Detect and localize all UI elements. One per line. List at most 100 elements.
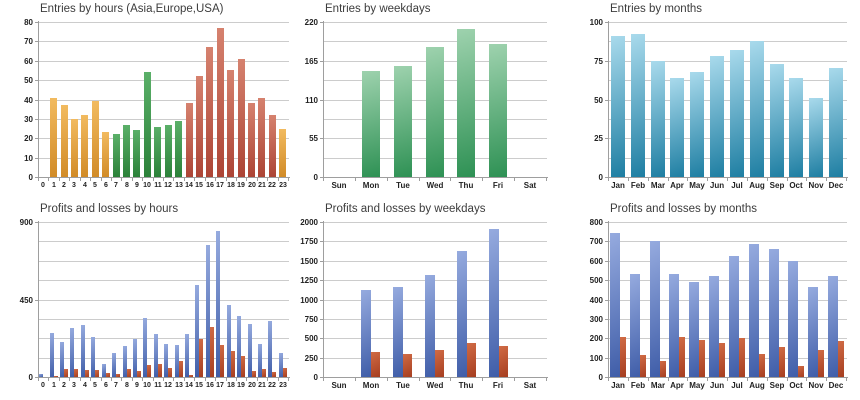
bar-entries <box>730 50 744 177</box>
x-tick-label: Wed <box>426 181 444 190</box>
bar-losses <box>168 368 172 377</box>
x-tick-label: Thu <box>458 181 474 190</box>
bar-losses <box>241 356 245 377</box>
bar-entries <box>92 101 99 177</box>
bar-losses <box>210 327 214 377</box>
y-tick <box>605 358 608 359</box>
x-tick <box>163 178 164 181</box>
x-tick <box>767 178 768 181</box>
x-tick <box>132 178 133 181</box>
x-tick-label: 5 <box>93 382 97 389</box>
plot-area: 0 55 110 165 220 Sun Mon Tue Wed Thu Fri Sat <box>287 0 574 200</box>
bar-profits <box>258 344 262 377</box>
bar-losses <box>283 368 287 377</box>
x-tick-label: Mon <box>362 381 380 390</box>
bar-profits <box>175 345 179 377</box>
x-tick-label: 11 <box>154 182 162 189</box>
y-tick <box>35 80 38 81</box>
x-tick-label: 22 <box>268 182 276 189</box>
bar-entries <box>113 134 120 177</box>
gridline <box>609 100 847 101</box>
x-tick <box>59 178 60 181</box>
x-tick <box>226 378 227 381</box>
gridline <box>324 222 547 223</box>
x-tick <box>707 378 708 381</box>
bar-entries <box>81 115 88 177</box>
chart-profits-losses-by-weekdays: Profits and losses by weekdays 0 250 500 75… <box>287 200 574 400</box>
chart-title: Entries by weekdays <box>325 3 431 15</box>
bar-entries <box>102 132 109 177</box>
x-tick <box>184 378 185 381</box>
bar-profits <box>689 282 699 377</box>
gridline <box>39 22 289 23</box>
x-tick-label: 12 <box>164 382 172 389</box>
bar-losses <box>116 374 120 377</box>
bar-profits <box>489 229 499 377</box>
gridline <box>39 319 289 320</box>
x-axis-line <box>608 177 848 178</box>
y-tick-label: 40 <box>24 96 33 105</box>
x-tick-label: Wed <box>426 381 444 390</box>
bar-profits <box>425 275 435 377</box>
gridline <box>39 80 289 81</box>
y-tick <box>35 300 38 301</box>
gridline <box>609 241 847 242</box>
x-tick-label: Feb <box>630 181 646 190</box>
gridline <box>609 158 847 159</box>
y-axis-line <box>608 221 609 378</box>
x-tick <box>184 178 185 181</box>
x-tick-label: Sun <box>331 181 347 190</box>
x-tick <box>787 378 788 381</box>
x-tick <box>482 178 483 181</box>
bar-entries <box>394 66 412 177</box>
x-tick-label: Jul <box>731 381 743 390</box>
bar-profits <box>70 328 74 377</box>
y-tick <box>320 61 323 62</box>
x-tick-label: 20 <box>248 182 256 189</box>
y-tick-label: 55 <box>309 134 318 143</box>
plot-area: 0 450 900 0 1 2 3 4 5 6 7 8 9 10 11 12 13 14 15 16 17 18 19 20 2… <box>0 200 290 400</box>
x-tick <box>257 178 258 181</box>
plot-area: 0 10 20 30 40 50 60 70 80 0 1 2 3 4 5 6 7 8 9 10 11 12 13 14 15 1… <box>0 0 290 200</box>
x-tick <box>80 378 81 381</box>
bar-entries <box>154 127 161 177</box>
x-tick <box>267 378 268 381</box>
x-tick <box>323 378 324 381</box>
x-tick <box>163 378 164 381</box>
x-tick-label: 6 <box>104 182 108 189</box>
bar-profits <box>81 325 85 377</box>
x-tick <box>111 378 112 381</box>
bar-entries <box>809 98 823 177</box>
x-tick-label: 19 <box>237 182 245 189</box>
x-tick-label: 22 <box>268 382 276 389</box>
y-tick <box>35 377 38 378</box>
x-tick <box>101 378 102 381</box>
x-tick <box>668 378 669 381</box>
chart-entries-by-hours: Entries by hours (Asia,Europe,USA) 0 10 20… <box>0 0 290 200</box>
y-tick <box>320 241 323 242</box>
x-tick-label: 9 <box>135 382 139 389</box>
y-tick <box>320 358 323 359</box>
bar-profits <box>749 244 759 377</box>
y-tick <box>605 338 608 339</box>
y-tick-label: 0 <box>598 173 603 182</box>
chart-title: Profits and losses by hours <box>40 203 179 215</box>
x-axis-line <box>38 177 290 178</box>
bar-losses <box>199 339 203 377</box>
y-tick-label: 0 <box>313 173 318 182</box>
x-tick-label: Dec <box>828 381 844 390</box>
bar-profits <box>610 233 620 377</box>
x-tick-label: 2 <box>62 182 66 189</box>
bar-entries <box>227 70 234 177</box>
y-tick-label: 800 <box>589 218 603 227</box>
bar-losses <box>252 371 256 377</box>
x-tick <box>450 178 451 181</box>
bar-profits <box>154 334 158 377</box>
x-tick <box>419 378 420 381</box>
bar-losses <box>158 364 162 377</box>
y-tick-label: 900 <box>19 218 33 227</box>
bar-losses <box>85 370 89 377</box>
bar-entries <box>362 71 380 177</box>
y-tick <box>605 222 608 223</box>
x-tick-label: Sat <box>523 381 537 390</box>
